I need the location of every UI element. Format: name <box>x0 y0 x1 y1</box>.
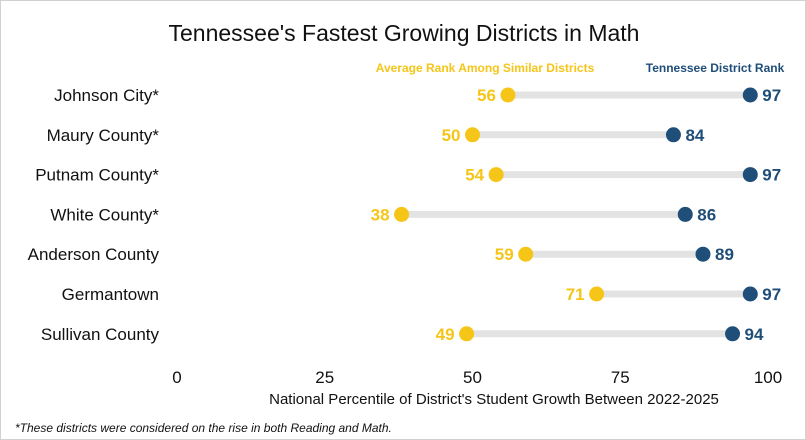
category-label: Maury County* <box>47 126 160 145</box>
row-putnam-county: Putnam County* 54 97 <box>35 166 781 185</box>
average-rank-value: 56 <box>477 86 496 105</box>
average-rank-dot <box>500 87 516 103</box>
row-sullivan-county: Sullivan County 49 94 <box>41 325 764 344</box>
x-tick-label: 25 <box>315 368 334 387</box>
category-label: Putnam County* <box>35 166 159 185</box>
average-rank-value: 71 <box>566 285 585 304</box>
row-johnson-city: Johnson City* 56 97 <box>54 86 781 105</box>
average-rank-value: 49 <box>436 325 455 344</box>
tennessee-rank-dot <box>695 246 711 262</box>
x-tick-label: 0 <box>172 368 181 387</box>
average-rank-dot <box>518 246 534 262</box>
average-rank-dot <box>394 206 410 222</box>
tennessee-rank-dot <box>665 127 681 143</box>
x-axis-label: National Percentile of District's Studen… <box>269 391 719 408</box>
category-label: Anderson County <box>28 245 160 264</box>
average-rank-value: 59 <box>495 245 514 264</box>
tennessee-rank-dot <box>677 206 693 222</box>
tennessee-rank-value: 97 <box>762 285 781 304</box>
category-label: Johnson City* <box>54 86 159 105</box>
legend-average-rank: Average Rank Among Similar Districts <box>376 61 595 75</box>
tennessee-rank-value: 97 <box>762 86 781 105</box>
x-axis-ticks: 0 25 50 75 100 <box>172 368 782 387</box>
row-white-county: White County* 38 86 <box>50 205 716 224</box>
tennessee-rank-dot <box>742 286 758 302</box>
chart-rows: Johnson City* 56 97 Maury County* 50 84 Putnam… <box>28 86 782 344</box>
tennessee-rank-dot <box>742 87 758 103</box>
tennessee-rank-value: 84 <box>685 126 704 145</box>
tennessee-rank-value: 97 <box>762 166 781 185</box>
x-tick-label: 100 <box>754 368 782 387</box>
average-rank-dot <box>589 286 605 302</box>
footnote: *These districts were considered on the … <box>15 421 392 435</box>
average-rank-dot <box>488 167 504 183</box>
average-rank-value: 54 <box>465 166 484 185</box>
tennessee-rank-value: 94 <box>745 325 764 344</box>
legend-tennessee-rank: Tennessee District Rank <box>646 61 785 75</box>
category-label: White County* <box>50 205 159 224</box>
x-tick-label: 75 <box>611 368 630 387</box>
tennessee-rank-dot <box>742 167 758 183</box>
tennessee-rank-value: 86 <box>697 205 716 224</box>
average-rank-value: 50 <box>442 126 461 145</box>
tennessee-rank-dot <box>725 326 741 342</box>
tennessee-rank-value: 89 <box>715 245 734 264</box>
average-rank-dot <box>465 127 480 143</box>
row-anderson-county: Anderson County 59 89 <box>28 245 734 264</box>
chart-title: Tennessee's Fastest Growing Districts in… <box>169 20 640 46</box>
row-germantown: Germantown 71 97 <box>62 285 782 304</box>
average-rank-value: 38 <box>371 205 390 224</box>
category-label: Sullivan County <box>41 325 160 344</box>
category-label: Germantown <box>62 285 159 304</box>
row-maury-county: Maury County* 50 84 <box>47 126 705 145</box>
average-rank-dot <box>459 326 475 342</box>
x-tick-label: 50 <box>463 368 482 387</box>
